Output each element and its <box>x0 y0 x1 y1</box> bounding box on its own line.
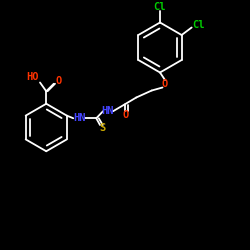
Text: HN: HN <box>73 113 86 123</box>
Text: HN: HN <box>102 106 114 116</box>
Text: Cl: Cl <box>192 20 205 30</box>
Text: Cl: Cl <box>154 2 166 12</box>
Text: O: O <box>162 79 168 89</box>
Text: HO: HO <box>26 72 39 83</box>
Text: O: O <box>56 76 62 86</box>
Text: S: S <box>99 123 105 133</box>
Text: O: O <box>123 110 129 120</box>
